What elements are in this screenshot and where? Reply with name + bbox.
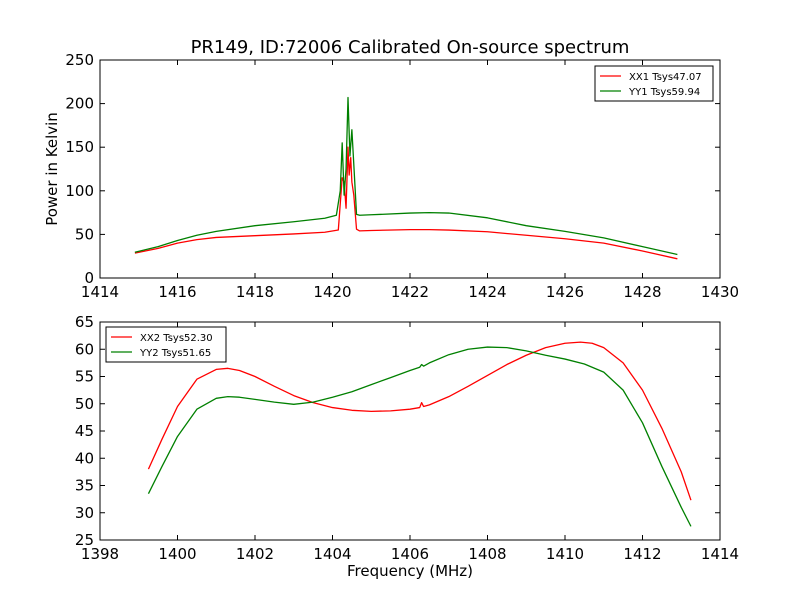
x-tick-label-2-8: 1414 bbox=[701, 545, 739, 563]
series-line-1-2 bbox=[134, 96, 678, 256]
panel-1: 1414 1416 1418 1420 1422 1424 1426 1428 1430 0 50 1… bbox=[43, 51, 739, 301]
x-tick-label-1-8: 1430 bbox=[701, 283, 739, 301]
y-tick-label-1-3: 150 bbox=[65, 138, 94, 156]
x-tick-label-2-3: 1404 bbox=[313, 545, 351, 563]
y-tick-label-2-3: 40 bbox=[75, 449, 94, 467]
x-tick-label-2-7: 1412 bbox=[623, 545, 661, 563]
panel-2: 1398 1400 1402 1404 1406 1408 1410 1412 1414 25 30… bbox=[75, 313, 739, 580]
x-tick-label-2-6: 1410 bbox=[546, 545, 584, 563]
y-tick-label-1-0: 0 bbox=[84, 269, 94, 287]
legend-label-2-2: YY2 Tsys51.65 bbox=[139, 348, 211, 359]
series-line-1-1 bbox=[134, 146, 678, 260]
x-tick-label-2-4: 1406 bbox=[391, 545, 429, 563]
y-tick-label-1-5: 250 bbox=[65, 51, 94, 69]
x-tick-label-1-2: 1418 bbox=[236, 283, 274, 301]
y-tick-label-1-2: 100 bbox=[65, 182, 94, 200]
x-tick-label-1-7: 1428 bbox=[623, 283, 661, 301]
x-axis-label-2: Frequency (MHz) bbox=[347, 562, 473, 580]
series-line-2-2 bbox=[147, 346, 692, 527]
legend-label-1-1: XX1 Tsys47.07 bbox=[629, 72, 702, 83]
legend-2: XX2 Tsys52.30 YY2 Tsys51.65 bbox=[105, 326, 227, 363]
chart-title: PR149, ID:72006 Calibrated On-source spe… bbox=[191, 37, 630, 58]
x-tick-label-1-5: 1424 bbox=[468, 283, 506, 301]
axes-layer: 1414 1416 1418 1420 1422 1424 1426 1428 14300501… bbox=[43, 51, 739, 580]
x-tick-label-1-1: 1416 bbox=[158, 283, 196, 301]
y-tick-label-2-4: 45 bbox=[75, 422, 94, 440]
y-tick-label-2-5: 50 bbox=[75, 395, 94, 413]
legend-label-1-2: YY1 Tsys59.94 bbox=[628, 87, 700, 98]
legend-box-1 bbox=[594, 65, 714, 102]
y-tick-label-2-1: 30 bbox=[75, 504, 94, 522]
x-tick-label-1-3: 1420 bbox=[313, 283, 351, 301]
x-tick-label-2-0: 1398 bbox=[81, 545, 119, 563]
y-tick-label-2-6: 55 bbox=[75, 368, 94, 386]
x-tick-label-2-1: 1400 bbox=[158, 545, 196, 563]
y-tick-label-2-7: 60 bbox=[75, 340, 94, 358]
y-tick-label-2-8: 65 bbox=[75, 313, 94, 331]
x-tick-label-2-5: 1408 bbox=[468, 545, 506, 563]
y-tick-label-2-2: 35 bbox=[75, 477, 94, 495]
x-tick-label-1-4: 1422 bbox=[391, 283, 429, 301]
x-tick-label-1-6: 1426 bbox=[546, 283, 584, 301]
y-tick-label-1-4: 200 bbox=[65, 95, 94, 113]
series-line-2-1 bbox=[147, 341, 692, 501]
y-axis-label-1: Power in Kelvin bbox=[43, 112, 61, 226]
y-tick-label-1-1: 50 bbox=[75, 225, 94, 243]
y-tick-label-2-0: 25 bbox=[75, 531, 94, 549]
legend-label-2-1: XX2 Tsys52.30 bbox=[140, 333, 213, 344]
x-tick-label-2-2: 1402 bbox=[236, 545, 274, 563]
legend-1: XX1 Tsys47.07 YY1 Tsys59.94 bbox=[594, 65, 714, 102]
x-tick-label-1-0: 1414 bbox=[81, 283, 119, 301]
legend-box-2 bbox=[105, 326, 227, 363]
